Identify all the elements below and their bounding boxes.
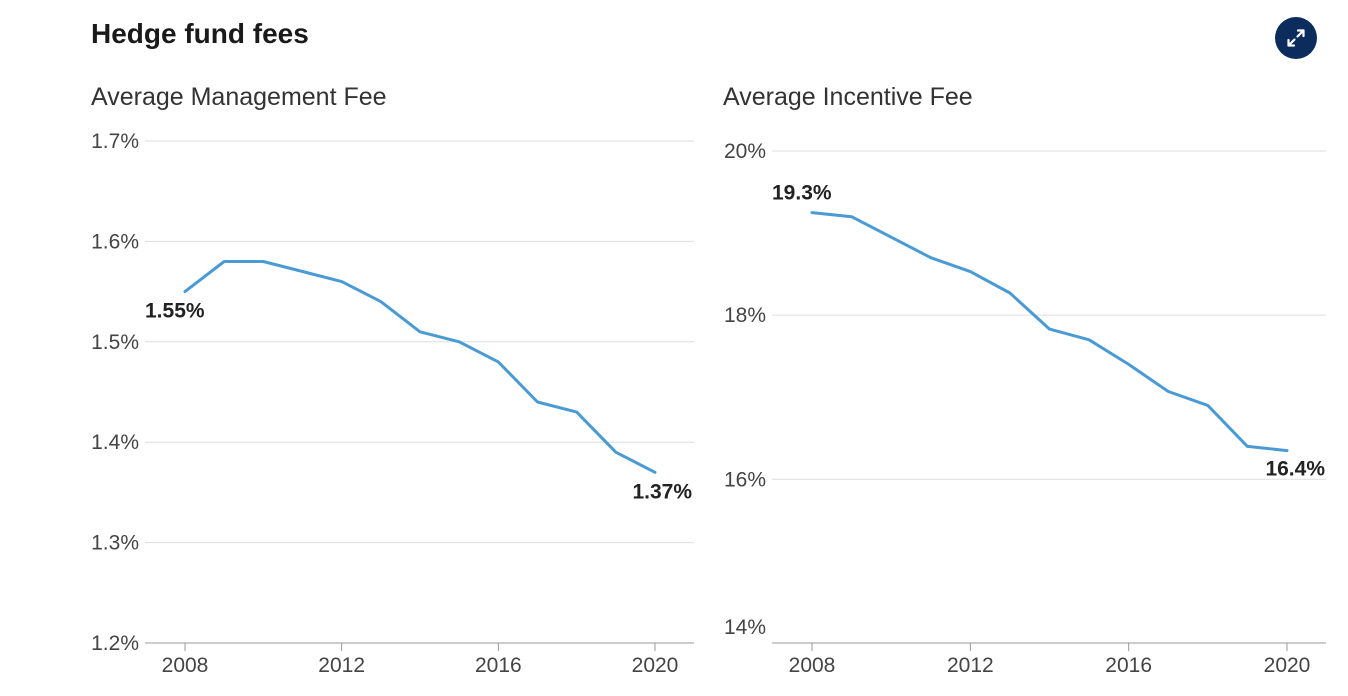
incentive-series-line [810, 211, 1289, 453]
mgmt-ytick-label: 1.3% [91, 532, 139, 555]
mgmt-xtick-label: 2012 [318, 654, 365, 677]
incentive-ytick-label: 16% [724, 468, 766, 491]
incentive-fee-subtitle: Average Incentive Fee [723, 83, 973, 111]
incentive-ytick-label: 18% [724, 304, 766, 327]
management-fee-subtitle: Average Management Fee [91, 83, 387, 111]
mgmt-series-line [183, 260, 657, 474]
chart-title: Hedge fund fees [91, 18, 309, 49]
mgmt-data-label: 1.37% [632, 480, 692, 503]
mgmt-data-label: 1.55% [145, 300, 205, 323]
mgmt-xtick-label: 2016 [475, 654, 522, 677]
management-fee-panel: Average Management Fee 1.7% 1.6% 1.5% 1.4% 1… [91, 83, 694, 677]
mgmt-ytick-label: 1.2% [91, 632, 139, 655]
incentive-ytick-label: 14% [724, 616, 766, 639]
mgmt-ytick-label: 1.6% [91, 230, 139, 253]
incentive-ytick-label: 20% [724, 140, 766, 163]
incentive-data-label: 19.3% [772, 182, 832, 205]
mgmt-ytick-label: 1.4% [91, 431, 139, 454]
mgmt-ytick-label: 1.7% [91, 130, 139, 153]
mgmt-ytick-label: 1.5% [91, 331, 139, 354]
expand-button[interactable] [1275, 17, 1317, 59]
incentive-xtick-label: 2016 [1105, 654, 1152, 677]
incentive-xtick-label: 2012 [947, 654, 994, 677]
management-fee-chart: 1.7% 1.6% 1.5% 1.4% 1.3% 1.2% 2008 2012 2016 2020… [91, 130, 694, 677]
mgmt-xtick-label: 2020 [632, 654, 679, 677]
expand-icon [1287, 29, 1305, 47]
mgmt-xtick-label: 2008 [162, 654, 209, 677]
incentive-xtick-label: 2008 [789, 654, 836, 677]
incentive-data-label: 16.4% [1265, 458, 1325, 481]
incentive-xtick-label: 2020 [1264, 654, 1311, 677]
